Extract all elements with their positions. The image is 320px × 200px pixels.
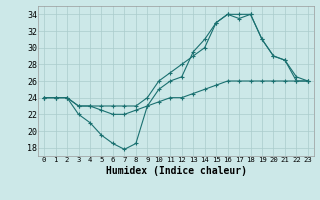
X-axis label: Humidex (Indice chaleur): Humidex (Indice chaleur) [106, 166, 246, 176]
